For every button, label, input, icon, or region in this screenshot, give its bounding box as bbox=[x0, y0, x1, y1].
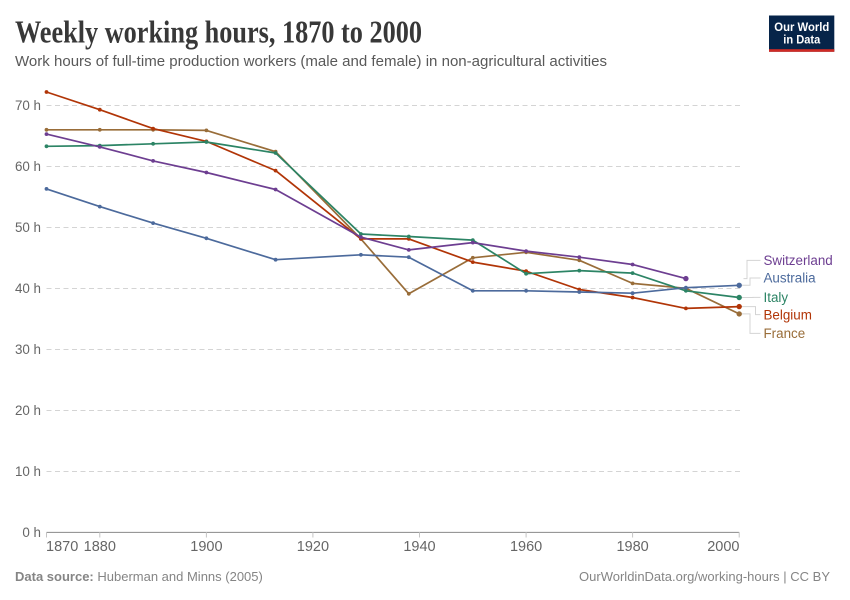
svg-text:1940: 1940 bbox=[403, 539, 435, 555]
svg-text:Data source: Huberman and Minn: Data source: Huberman and Minns (2005) bbox=[15, 569, 263, 584]
svg-text:1870: 1870 bbox=[46, 539, 78, 555]
svg-text:1900: 1900 bbox=[190, 539, 222, 555]
svg-text:Australia: Australia bbox=[764, 270, 817, 285]
svg-text:50 h: 50 h bbox=[15, 220, 41, 235]
svg-text:60 h: 60 h bbox=[15, 159, 41, 174]
svg-text:Weekly working hours, 1870 to: Weekly working hours, 1870 to 2000 bbox=[15, 13, 422, 49]
svg-text:Belgium: Belgium bbox=[764, 307, 812, 322]
svg-text:10 h: 10 h bbox=[15, 464, 41, 479]
svg-text:20 h: 20 h bbox=[15, 403, 41, 418]
svg-text:1960: 1960 bbox=[510, 539, 542, 555]
svg-text:OurWorldinData.org/working-hou: OurWorldinData.org/working-hours | CC BY bbox=[579, 569, 830, 584]
svg-text:0 h: 0 h bbox=[22, 525, 41, 540]
svg-text:70 h: 70 h bbox=[15, 98, 41, 113]
svg-text:30 h: 30 h bbox=[15, 342, 41, 357]
svg-text:France: France bbox=[764, 326, 806, 341]
svg-text:Our World: Our World bbox=[774, 20, 829, 34]
svg-text:2000: 2000 bbox=[707, 539, 739, 555]
svg-text:1920: 1920 bbox=[297, 539, 329, 555]
svg-text:Work hours of full-time produc: Work hours of full-time production worke… bbox=[15, 54, 607, 70]
svg-text:1880: 1880 bbox=[84, 539, 116, 555]
svg-text:40 h: 40 h bbox=[15, 281, 41, 296]
svg-text:Italy: Italy bbox=[764, 290, 789, 305]
svg-text:in Data: in Data bbox=[783, 32, 820, 46]
svg-text:1980: 1980 bbox=[616, 539, 648, 555]
svg-text:Switzerland: Switzerland bbox=[764, 253, 833, 268]
